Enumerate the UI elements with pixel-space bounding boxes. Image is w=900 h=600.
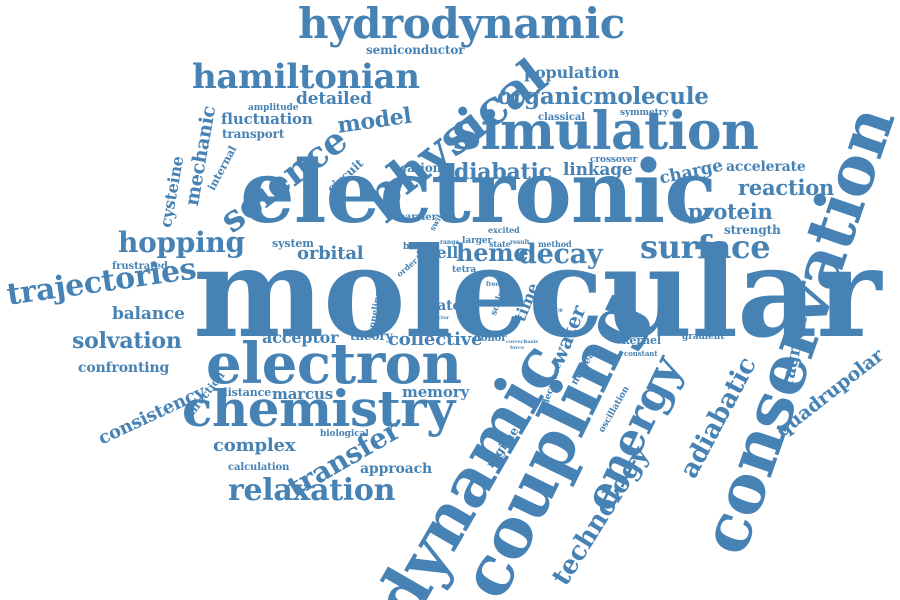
word-diabatic: diabatic xyxy=(454,159,552,185)
word-hamiltonian: hamiltonian xyxy=(192,57,420,97)
word-marcus: marcus xyxy=(272,385,334,403)
word-molecular: molecular xyxy=(193,221,881,366)
word-hydrodynamic: hydrodynamic xyxy=(298,0,625,48)
word-correct: correct xyxy=(506,339,526,345)
word-semiconductor: semiconductor xyxy=(366,43,465,57)
word-chemistry: chemistry xyxy=(182,379,455,438)
word-decay: decay xyxy=(518,239,603,270)
word-basis: basis xyxy=(524,339,539,345)
word-shell: shell xyxy=(416,243,459,262)
word-barrier: barrier xyxy=(398,212,437,223)
word-balance: balance xyxy=(112,304,185,324)
word-hopping: hopping xyxy=(118,226,245,259)
word-tetra: tetra xyxy=(452,265,477,275)
word-method: method xyxy=(538,239,572,249)
word-accelerate: accelerate xyxy=(726,159,806,175)
word-reaction: reaction xyxy=(738,175,835,200)
word-enhance: enhance xyxy=(535,307,563,314)
word-donor: donor xyxy=(474,333,507,344)
word-fluctuation: fluctuation xyxy=(221,110,313,128)
word-theory: theory xyxy=(350,329,393,343)
word-simulation: simulation xyxy=(452,101,759,162)
word-frustrated: frustrated xyxy=(112,261,168,272)
word-solvation: solvation xyxy=(72,328,182,354)
word-larger: larger xyxy=(462,236,493,246)
word-symmetry: symmetry xyxy=(620,108,669,118)
word-based: based xyxy=(403,242,432,252)
word-free: free xyxy=(486,281,500,288)
word-distance: distance xyxy=(220,386,272,399)
word-surface: surface xyxy=(640,228,771,266)
word-detailed: detailed xyxy=(296,89,372,109)
word-population: population xyxy=(524,63,620,82)
word-state: state xyxy=(489,239,511,249)
word-approach: approach xyxy=(360,461,433,477)
word-trajectories: trajectories xyxy=(4,251,199,313)
word-classical: classical xyxy=(538,112,585,123)
word-range: range xyxy=(440,239,460,246)
word-vector: vector xyxy=(432,315,450,321)
word-biological: biological xyxy=(320,429,369,439)
word-organicmolecule: organicmolecule xyxy=(497,83,709,110)
word-excited: excited xyxy=(488,225,520,235)
word-system: system xyxy=(272,237,314,250)
word-linkage: linkage xyxy=(563,160,633,180)
word-transport: transport xyxy=(222,127,285,141)
word-gradient: gradient xyxy=(682,332,725,342)
word-mechanic: mechanic xyxy=(181,104,221,208)
word-result: result xyxy=(510,239,530,246)
word-kernel: kernel xyxy=(622,334,661,347)
word-relaxation: relaxation xyxy=(228,473,396,508)
word-amplitude: amplitude xyxy=(248,103,299,113)
word-collective: collective xyxy=(388,329,483,350)
word-electron: electron xyxy=(206,331,462,397)
word-heme: heme xyxy=(456,238,529,267)
word-rate: rate xyxy=(430,298,462,314)
word-memory: memory xyxy=(402,383,470,401)
word-force: force xyxy=(510,345,525,351)
word-complex: complex xyxy=(213,435,296,456)
word-model: model xyxy=(335,102,414,139)
word-constant: constant xyxy=(624,349,658,358)
word-orbital: orbital xyxy=(297,243,364,264)
word-acceptor: acceptor xyxy=(262,328,339,347)
word-cation: cation xyxy=(400,161,442,175)
word-strength: strength xyxy=(724,223,781,237)
word-calculation: calculation xyxy=(228,462,290,473)
word-crossover: crossover xyxy=(590,155,638,165)
word-confronting: confronting xyxy=(78,360,170,376)
word-protein: protein xyxy=(688,199,773,224)
word-electronic: electronic xyxy=(240,142,717,243)
